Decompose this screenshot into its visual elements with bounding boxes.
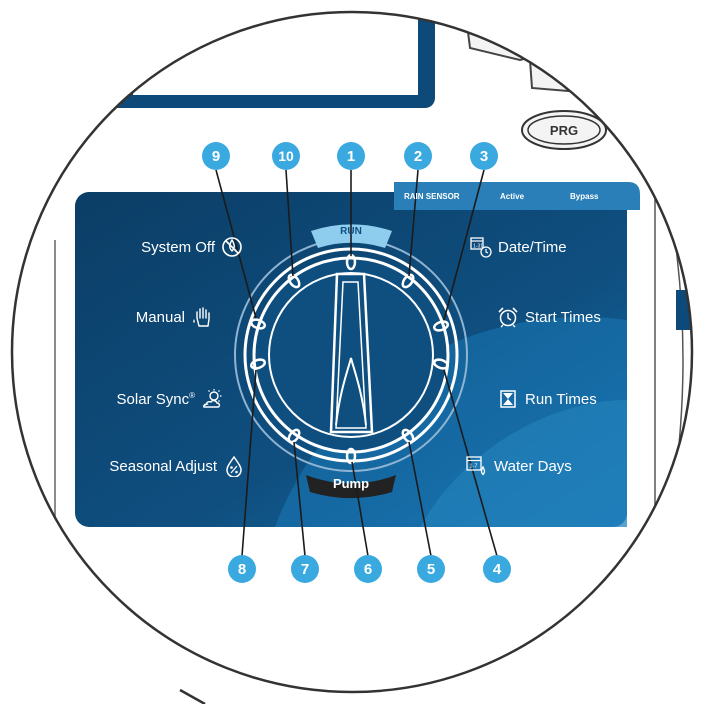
callout-3: 3 xyxy=(470,142,498,170)
calendar-clock-icon: 1-31 xyxy=(470,236,492,258)
position-system-off: System Off xyxy=(141,236,243,258)
callout-7: 7 xyxy=(291,555,319,583)
magnifier-border xyxy=(10,10,694,694)
lcd-screen xyxy=(133,12,418,95)
registered-mark: ® xyxy=(189,390,195,400)
callout-9: 9 xyxy=(202,142,230,170)
percent-drop-icon xyxy=(223,455,245,477)
position-solar-sync: Solar Sync® xyxy=(117,388,223,410)
svg-text:1-31: 1-31 xyxy=(473,244,483,250)
callout-2: 2 xyxy=(404,142,432,170)
sun-cloud-icon xyxy=(201,388,223,410)
run-times-label: Run Times xyxy=(525,390,597,408)
pump-tab xyxy=(306,475,396,499)
calendar-drop-icon: 1-7 xyxy=(466,455,488,477)
manual-label: Manual xyxy=(135,308,185,326)
position-start-times: Start Times xyxy=(497,306,601,328)
position-run-times: Run Times xyxy=(497,388,597,410)
start-times-label: Start Times xyxy=(525,308,601,326)
pump-label: Pump xyxy=(332,476,370,491)
solar-sync-text: Solar Sync xyxy=(116,390,190,408)
callout-10: 10 xyxy=(272,142,300,170)
solar-sync-label: Solar Sync® xyxy=(116,390,195,408)
callout-1: 1 xyxy=(337,142,365,170)
callout-8: 8 xyxy=(228,555,256,583)
hourglass-icon xyxy=(497,388,519,410)
hand-drop-icon xyxy=(191,306,213,328)
system-off-label: System Off xyxy=(141,238,215,256)
position-markers xyxy=(249,253,450,465)
position-water-days: 1-7 Water Days xyxy=(466,455,572,477)
rain-sensor-bar-labels: RAIN SENSOR Active Bypass xyxy=(394,182,640,210)
prg-button-label: PRG xyxy=(549,122,579,138)
water-days-label: Water Days xyxy=(494,457,572,475)
rain-sensor-bypass-label: Bypass xyxy=(570,191,599,201)
prg-button[interactable]: PRG xyxy=(524,113,604,147)
callout-leader-lines xyxy=(215,169,498,557)
seasonal-adjust-label: Seasonal Adjust xyxy=(109,457,217,475)
no-water-icon xyxy=(221,236,243,258)
position-date-time: 1-31 Date/Time xyxy=(470,236,567,258)
rain-sensor-label: RAIN SENSOR xyxy=(404,191,460,201)
alarm-clock-icon xyxy=(497,306,519,328)
run-label: RUN xyxy=(340,226,362,237)
arrow-button-mid[interactable] xyxy=(528,52,613,94)
callout-4: 4 xyxy=(483,555,511,583)
callout-5: 5 xyxy=(417,555,445,583)
callout-6: 6 xyxy=(354,555,382,583)
position-seasonal-adjust: Seasonal Adjust xyxy=(109,455,245,477)
rain-sensor-active-label: Active xyxy=(500,191,525,201)
date-time-label: Date/Time xyxy=(498,238,567,256)
logo-fragment xyxy=(676,290,692,330)
svg-text:1-7: 1-7 xyxy=(470,464,478,470)
dial-knob[interactable] xyxy=(252,256,450,454)
position-manual: Manual xyxy=(136,306,213,328)
rain-sensor-bar xyxy=(394,182,640,210)
prg-button-shape[interactable] xyxy=(521,110,607,150)
dial-pointer xyxy=(329,272,374,434)
